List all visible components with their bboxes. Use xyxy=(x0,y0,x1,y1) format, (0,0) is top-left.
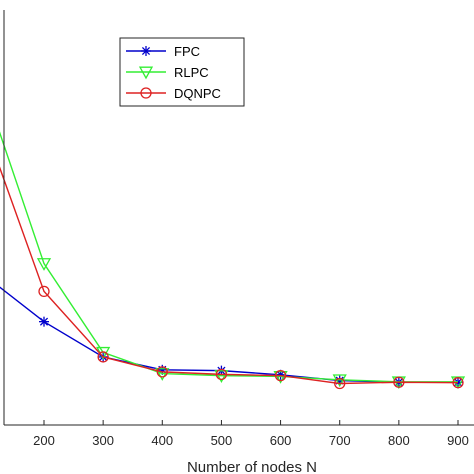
data-point xyxy=(38,285,50,298)
x-tick-label: 900 xyxy=(447,433,469,448)
legend-item-fpc: FPC xyxy=(126,44,200,59)
series-line xyxy=(0,131,458,383)
legend-label: DQNPC xyxy=(174,86,221,101)
data-point xyxy=(214,370,229,383)
data-point xyxy=(39,316,49,327)
data-point xyxy=(156,366,168,378)
x-tick-label: 200 xyxy=(33,433,55,448)
x-tick-label: 600 xyxy=(270,433,292,448)
x-tick-label: 300 xyxy=(92,433,114,448)
series-rlpc xyxy=(0,131,466,390)
legend: FPC RLPC DQNPC xyxy=(119,37,245,107)
x-tick-label: 700 xyxy=(329,433,351,448)
data-point xyxy=(334,377,346,390)
data-point xyxy=(36,258,52,271)
series-line xyxy=(0,166,459,385)
data-point xyxy=(141,46,151,56)
axes-layer: 200 300 400 500 600 700 800 900 xyxy=(3,10,474,448)
data-point xyxy=(274,369,287,382)
data-point xyxy=(452,377,464,389)
data-point xyxy=(332,374,347,388)
series-fpc xyxy=(0,286,463,388)
data-point xyxy=(393,376,405,388)
legend-label: FPC xyxy=(174,44,200,59)
x-tick-label: 800 xyxy=(388,433,410,448)
x-tick-label: 400 xyxy=(151,433,173,448)
x-axis-label: Number of nodes N xyxy=(187,459,317,474)
x-tick-label: 500 xyxy=(211,433,233,448)
data-point xyxy=(215,368,228,381)
data-point xyxy=(97,351,109,363)
series-layer xyxy=(0,131,466,390)
data-point xyxy=(140,87,152,99)
legend-item-rlpc: RLPC xyxy=(126,65,209,80)
series-line xyxy=(0,286,458,383)
legend-item-dqnpc: DQNPC xyxy=(126,86,221,101)
data-point xyxy=(273,370,288,384)
data-point xyxy=(155,368,170,381)
series-dqnpc xyxy=(0,166,464,390)
data-point xyxy=(138,66,154,80)
legend-label: RLPC xyxy=(174,65,209,80)
